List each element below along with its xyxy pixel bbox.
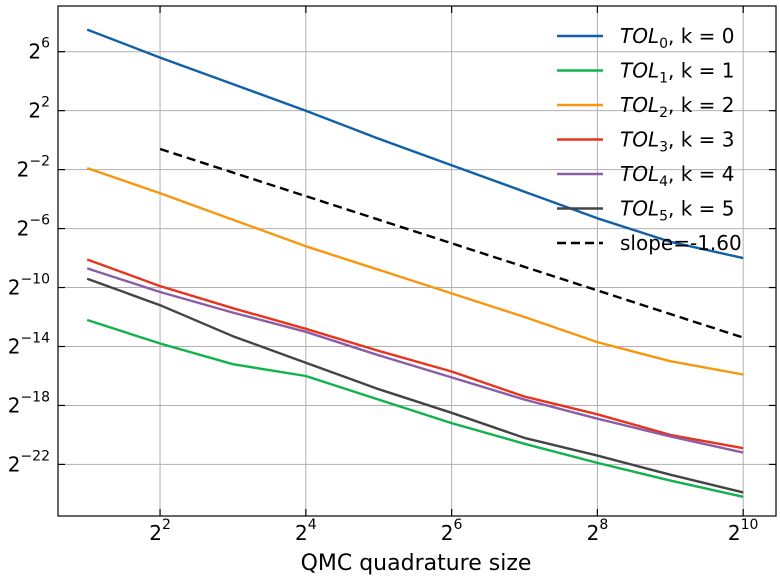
x-tick-label: 210 — [728, 517, 759, 545]
legend-label: TOL0, k = 0 — [620, 24, 735, 52]
y-tick-label: 2−2 — [17, 154, 50, 182]
series-line-tol4 — [86, 267, 744, 454]
x-tick-label: 22 — [149, 517, 171, 545]
y-tick-label: 2−14 — [8, 330, 50, 358]
x-axis-label: QMC quadrature size — [301, 551, 532, 576]
legend-label: slope=-1.60 — [620, 231, 742, 255]
y-tick-label: 2−6 — [17, 213, 50, 241]
y-tick-label: 22 — [28, 95, 50, 123]
legend-label: TOL4, k = 4 — [620, 162, 735, 190]
x-tick-label: 26 — [441, 517, 463, 545]
x-tick-label: 28 — [587, 517, 609, 545]
y-tick-label: 26 — [28, 36, 50, 64]
legend-label: TOL1, k = 1 — [620, 59, 735, 87]
legend-label: TOL3, k = 3 — [620, 128, 735, 156]
legend-label: TOL2, k = 2 — [620, 93, 735, 121]
series-line-tol3 — [86, 258, 744, 450]
x-tick-labels: 22 24 26 28 210 — [149, 517, 758, 545]
series-line-tol0 — [86, 28, 744, 260]
x-tick-label: 24 — [295, 517, 317, 545]
legend: TOL0, k = 0 TOL1, k = 1 TOL2, k = 2 TOL3, k… — [557, 24, 742, 255]
ticks — [58, 6, 776, 516]
y-tick-label: 2−10 — [8, 272, 50, 300]
reference-slope-line — [159, 147, 744, 339]
series-line-tol2 — [86, 166, 744, 376]
y-tick-label: 2−18 — [8, 389, 50, 417]
series-layer — [86, 28, 744, 498]
series-line-tol1 — [86, 318, 744, 498]
legend-label: TOL5, k = 5 — [620, 197, 735, 225]
y-tick-label: 2−22 — [8, 448, 50, 476]
grid — [58, 6, 776, 516]
series-line-tol5 — [86, 277, 744, 494]
plot-frame — [57, 5, 777, 517]
y-tick-labels: 26 22 2−2 2−6 2−10 2−14 2−18 2−22 — [8, 36, 50, 477]
